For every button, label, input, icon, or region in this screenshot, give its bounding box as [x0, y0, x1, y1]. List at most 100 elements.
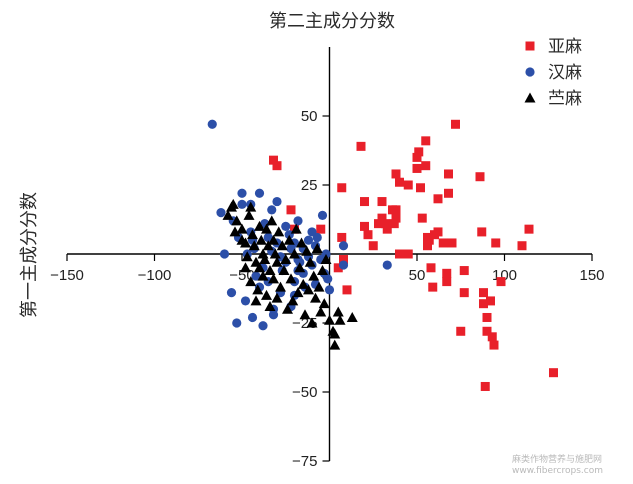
data-point	[267, 205, 277, 215]
data-point	[356, 141, 366, 151]
data-point	[263, 232, 273, 243]
chart-title: 第二主成分分数	[269, 11, 395, 32]
data-point	[416, 183, 425, 193]
data-point	[219, 249, 230, 259]
data-point	[236, 223, 248, 234]
data-point	[317, 210, 328, 220]
data-point	[329, 339, 341, 350]
data-point	[337, 232, 347, 242]
data-point	[412, 163, 422, 173]
data-point	[524, 224, 534, 234]
data-point	[382, 224, 392, 234]
data-point	[261, 223, 272, 234]
x-tick-label: 150	[579, 267, 604, 284]
data-point	[459, 288, 469, 298]
data-point	[245, 276, 257, 287]
legend-marker	[525, 41, 535, 51]
data-point	[271, 256, 283, 267]
data-point	[496, 277, 506, 287]
data-point	[227, 198, 239, 209]
data-point	[276, 240, 288, 251]
data-point	[337, 183, 347, 193]
data-point	[240, 237, 251, 248]
data-point	[254, 188, 265, 198]
data-point	[268, 234, 279, 245]
data-point	[381, 219, 390, 229]
data-point	[251, 271, 261, 281]
legend-marker	[524, 92, 536, 103]
data-point	[433, 194, 443, 204]
data-point	[272, 161, 282, 171]
data-point	[293, 216, 303, 226]
data-point	[216, 208, 226, 218]
data-point	[285, 273, 297, 284]
data-point	[303, 235, 314, 245]
data-point	[486, 296, 495, 306]
data-point	[412, 152, 422, 162]
x-tick-label: −100	[138, 267, 172, 284]
data-point	[329, 328, 341, 339]
data-point	[264, 300, 276, 311]
data-point	[247, 229, 258, 240]
data-point	[417, 213, 427, 223]
legend-marker	[525, 67, 535, 77]
data-point	[222, 209, 234, 220]
data-point	[487, 332, 497, 342]
series-1	[269, 119, 558, 391]
data-point	[237, 188, 247, 198]
data-point	[271, 292, 283, 303]
data-point	[254, 220, 265, 231]
data-point	[447, 238, 457, 248]
data-point	[316, 224, 326, 234]
data-point	[303, 284, 314, 295]
data-point	[269, 155, 278, 165]
data-point	[360, 221, 369, 231]
data-point	[315, 306, 327, 317]
data-point	[299, 309, 311, 320]
data-point	[266, 215, 278, 226]
data-point	[391, 213, 401, 223]
data-point	[482, 312, 492, 322]
data-point	[232, 318, 242, 328]
data-point	[245, 201, 257, 212]
data-point	[287, 295, 299, 306]
data-point	[254, 262, 265, 273]
data-point	[333, 263, 343, 273]
data-point	[374, 219, 383, 229]
data-point	[428, 282, 438, 292]
data-point	[338, 260, 349, 270]
data-point	[226, 288, 237, 298]
data-point	[342, 285, 352, 295]
data-point	[479, 299, 488, 309]
data-point	[273, 226, 285, 237]
data-point	[231, 215, 243, 226]
data-point	[301, 245, 313, 256]
data-point	[442, 268, 452, 278]
data-point	[281, 221, 291, 231]
data-point	[338, 241, 349, 251]
data-point	[311, 242, 323, 253]
data-point	[459, 266, 469, 276]
data-point	[252, 284, 264, 295]
data-point	[444, 169, 453, 179]
data-point	[261, 289, 272, 300]
data-point	[421, 161, 431, 171]
data-point	[395, 249, 404, 259]
y-tick-label: −50	[292, 384, 317, 401]
data-point	[247, 312, 258, 323]
data-point	[489, 340, 499, 350]
data-point	[268, 273, 279, 284]
data-point	[424, 235, 434, 245]
data-point	[240, 262, 251, 273]
legend-label: 汉麻	[548, 63, 582, 83]
data-point	[403, 180, 413, 190]
data-point	[250, 295, 262, 306]
legend-label: 亚麻	[548, 37, 582, 57]
y-axis-label: 第一主成分分数	[19, 192, 40, 318]
data-point	[363, 230, 373, 240]
data-point	[334, 314, 346, 325]
data-point	[480, 381, 490, 391]
data-point	[549, 368, 558, 378]
